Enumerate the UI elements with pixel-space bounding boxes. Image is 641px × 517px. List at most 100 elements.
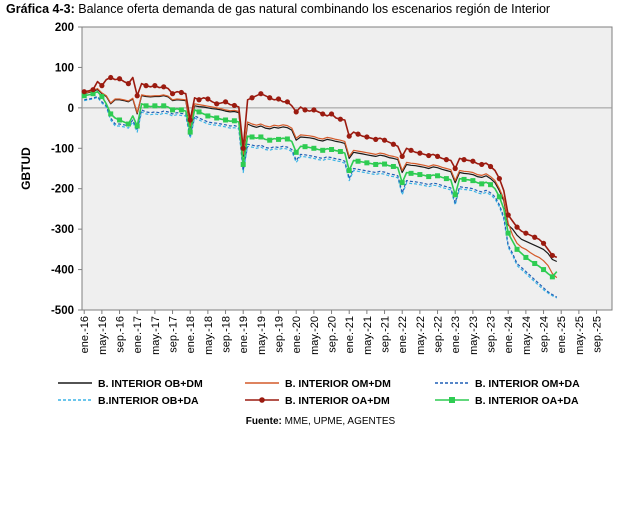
x-tick-label: sep.-24	[539, 316, 551, 353]
series-point-5	[514, 246, 520, 252]
series-point-5	[117, 117, 123, 123]
series-line-0	[84, 88, 558, 263]
series-point-4	[275, 96, 282, 102]
series-point-4	[196, 97, 202, 103]
series-point-5	[399, 180, 405, 186]
series-line-1	[84, 87, 558, 279]
series-point-4	[152, 83, 158, 89]
x-tick-label: may.-20	[309, 316, 321, 355]
legend-label-0: B. INTERIOR OB+DM	[98, 378, 203, 390]
series-point-4	[240, 145, 246, 151]
source-prefix: Fuente:	[245, 416, 282, 427]
series-point-5	[143, 103, 149, 109]
x-tick-label: sep.-25	[592, 316, 604, 353]
x-tick-label: may.-23	[468, 316, 480, 355]
legend-marker-4	[259, 397, 265, 403]
series-line-3	[84, 96, 558, 299]
series-point-4	[284, 99, 290, 105]
series-point-4	[399, 153, 405, 159]
series-point-4	[187, 117, 193, 123]
series-point-4	[143, 83, 149, 89]
y-tick-label: -300	[51, 224, 74, 236]
series-point-4	[487, 163, 494, 170]
series-point-5	[435, 173, 441, 179]
series-point-5	[470, 178, 476, 184]
series-point-5	[541, 267, 547, 273]
series-point-4	[302, 107, 308, 113]
series-point-4	[523, 230, 529, 236]
series-point-4	[267, 95, 273, 101]
series-point-5	[258, 134, 264, 140]
series-point-5	[549, 274, 555, 280]
series-point-4	[258, 91, 264, 97]
chart-title-prefix: Gráfica 4-3:	[6, 2, 75, 16]
x-tick-label: sep.-16	[115, 316, 127, 353]
x-tick-label: ene.-22	[397, 316, 409, 353]
x-tick-label: sep.-17	[168, 316, 180, 353]
series-point-5	[443, 176, 449, 182]
x-tick-label: ene.-24	[503, 316, 515, 353]
x-tick-label: ene.-21	[344, 316, 356, 353]
series-point-5	[329, 146, 335, 152]
x-tick-label: sep.-21	[380, 316, 392, 353]
series-point-5	[337, 149, 343, 155]
x-tick-label: ene.-18	[185, 316, 197, 353]
series-point-4	[222, 99, 229, 105]
series-point-4	[311, 107, 317, 113]
y-tick-label: 0	[68, 103, 74, 115]
legend-label-1: B. INTERIOR OM+DM	[285, 378, 391, 390]
series-point-5	[249, 134, 255, 140]
series-point-5	[267, 137, 273, 143]
series-point-5	[479, 181, 485, 187]
series-point-4	[443, 157, 449, 163]
series-point-5	[90, 91, 96, 97]
series-point-4	[461, 157, 467, 163]
x-tick-label: ene.-23	[450, 316, 462, 353]
x-tick-label: may.-22	[415, 316, 427, 355]
x-tick-label: ene.-19	[238, 316, 250, 353]
series-point-4	[161, 84, 167, 90]
series-point-4	[505, 212, 511, 218]
y-tick-label: -200	[51, 184, 74, 196]
series-point-4	[496, 176, 502, 182]
legend-label-2: B. INTERIOR OM+DA	[475, 378, 580, 390]
series-point-5	[373, 161, 379, 167]
chart-title: Gráfica 4-3: Balance oferta demanda de g…	[6, 2, 550, 16]
series-point-5	[187, 129, 193, 135]
series-point-4	[426, 152, 432, 159]
series-point-4	[134, 93, 140, 99]
series-point-5	[532, 261, 538, 267]
x-tick-label: may.-17	[150, 316, 162, 355]
series-point-4	[373, 136, 379, 142]
series-point-4	[249, 95, 255, 101]
x-tick-label: sep.-20	[327, 316, 339, 353]
series-point-4	[514, 224, 520, 230]
series-point-5	[488, 182, 494, 188]
series-point-5	[178, 107, 184, 113]
series-point-5	[320, 147, 326, 153]
series-point-4	[178, 89, 184, 96]
series-line-2	[84, 95, 558, 298]
y-tick-label: -400	[51, 265, 74, 277]
series-point-4	[434, 153, 441, 159]
series-point-4	[116, 76, 123, 82]
x-tick-label: ene.-25	[556, 316, 568, 353]
series-point-5	[364, 160, 370, 166]
series-point-4	[549, 252, 555, 259]
source-text: MME, UPME, AGENTES	[281, 416, 396, 427]
series-point-5	[346, 168, 352, 174]
series-point-4	[125, 81, 131, 87]
series-point-5	[161, 103, 167, 109]
series-point-4	[90, 87, 96, 93]
x-tick-label: sep.-18	[221, 316, 233, 353]
series-point-4	[540, 240, 547, 246]
x-tick-label: may.-19	[256, 316, 268, 355]
y-tick-label: -100	[51, 143, 74, 155]
y-axis-label: GBTUD	[19, 147, 33, 190]
series-point-5	[417, 172, 423, 178]
series-point-5	[452, 192, 458, 198]
series-point-5	[408, 170, 414, 176]
series-point-5	[302, 144, 308, 150]
series-point-4	[381, 137, 388, 143]
